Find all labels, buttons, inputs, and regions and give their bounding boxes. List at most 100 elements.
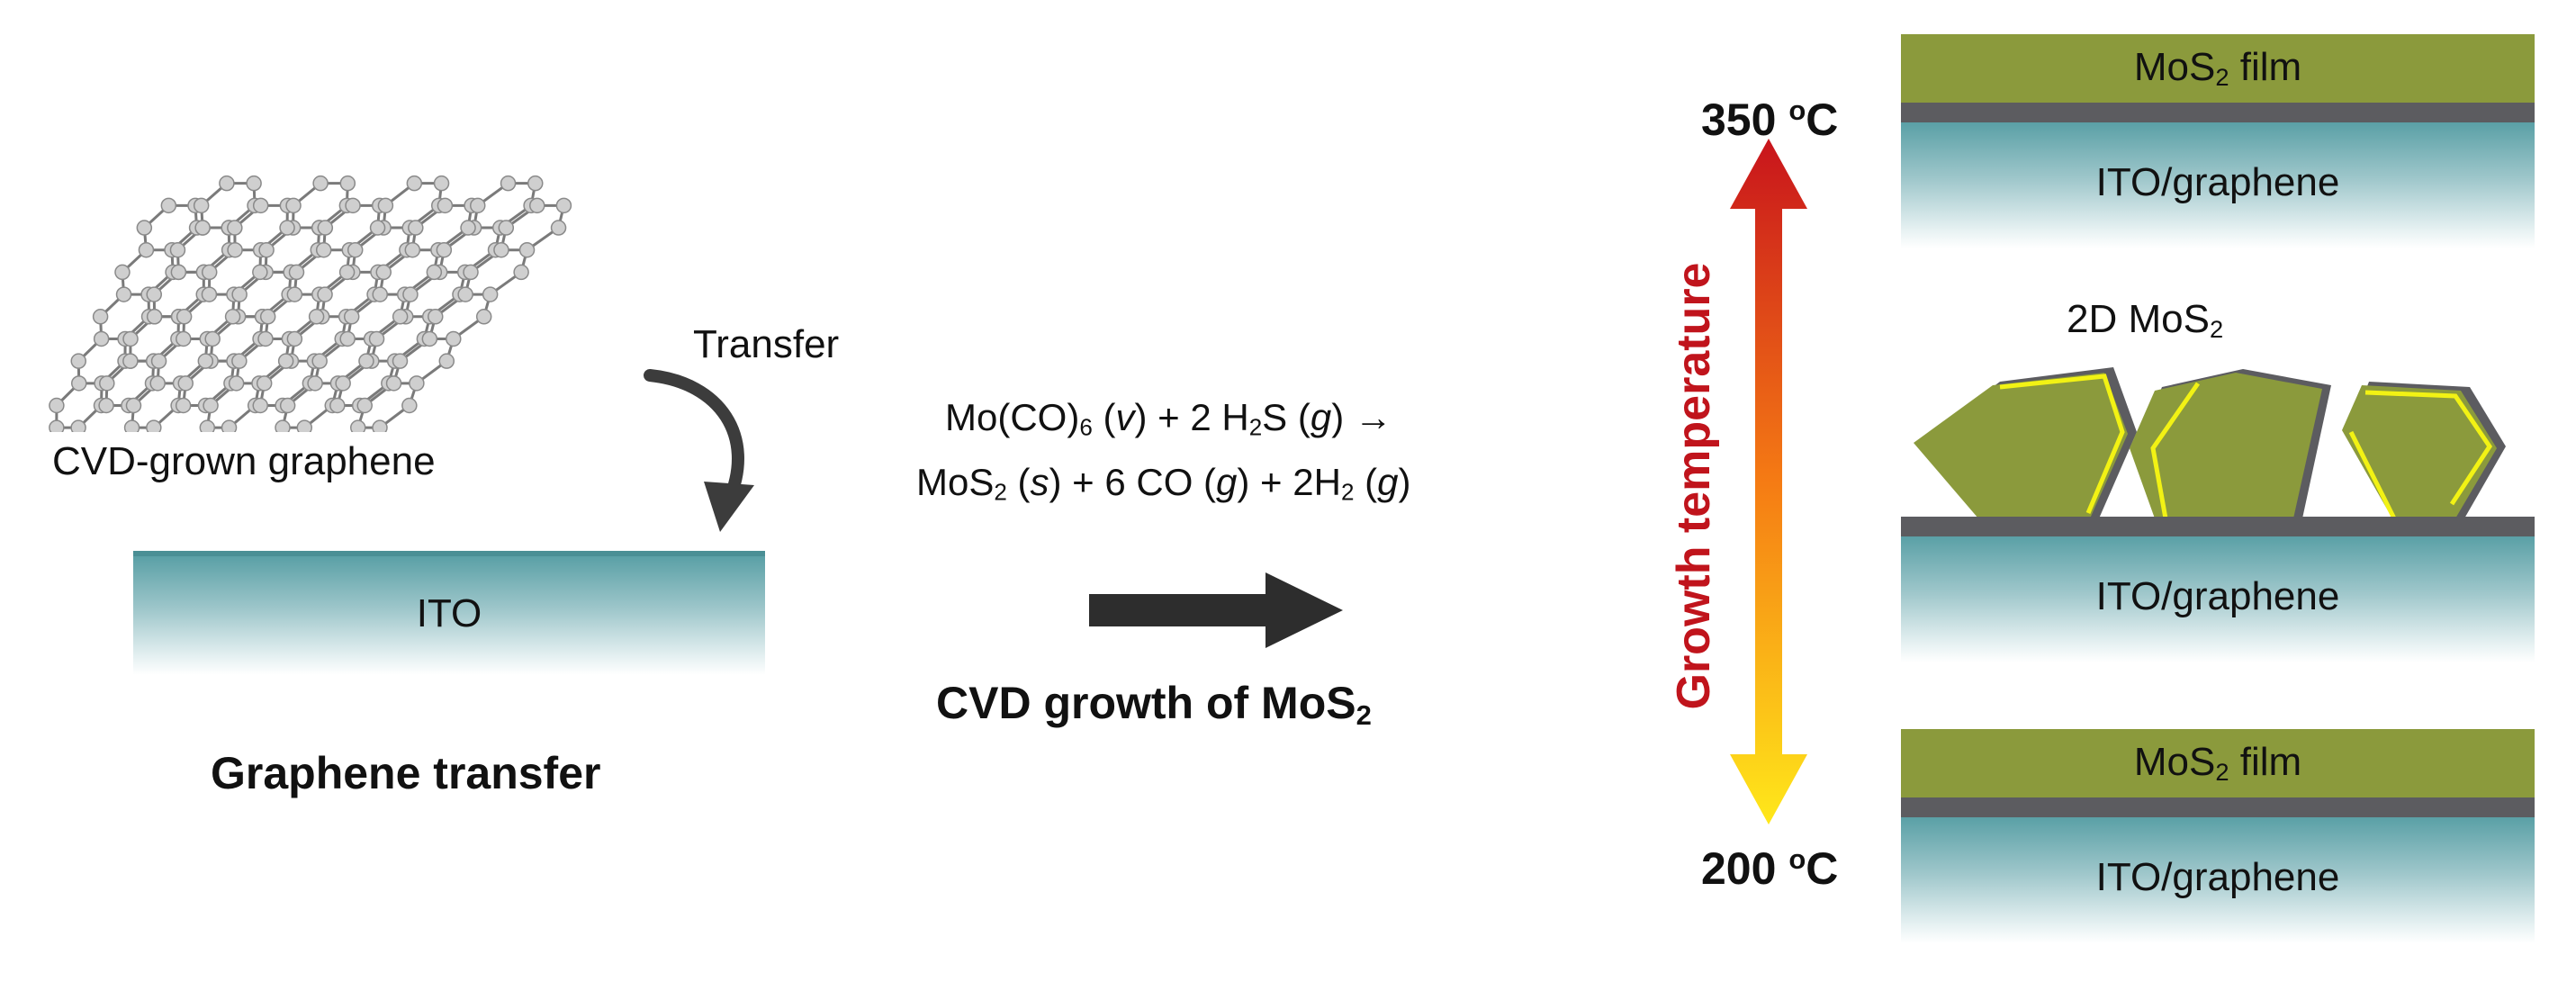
carbon-atom — [177, 375, 194, 392]
carbon-atom — [204, 330, 221, 347]
carbon-atom — [252, 264, 268, 281]
carbon-atom — [339, 175, 356, 192]
carbon-atom — [125, 397, 142, 414]
mos2-film-bottom-label: MoS2 film — [2133, 740, 2302, 786]
carbon-atom — [138, 241, 155, 258]
carbon-atom — [406, 175, 423, 192]
carbon-atom — [123, 419, 140, 432]
graphene-label: CVD-grown graphene — [52, 439, 436, 483]
carbon-atom — [356, 397, 373, 414]
carbon-atom — [257, 330, 274, 347]
carbon-atom — [438, 353, 455, 369]
temperature-low-label: 200 oC — [1701, 842, 1839, 894]
carbon-atom — [259, 309, 276, 325]
carbon-atom — [372, 419, 388, 432]
carbon-atom — [329, 397, 346, 414]
carbon-atom — [555, 197, 572, 214]
carbon-atom — [170, 264, 187, 281]
carbon-atom — [409, 375, 425, 392]
ito-label: ITO — [416, 591, 482, 635]
carbon-atom — [345, 197, 361, 214]
carbon-atom — [312, 175, 329, 192]
carbon-atom — [457, 286, 473, 302]
carbon-atom — [408, 220, 424, 236]
carbon-atom — [224, 309, 241, 325]
ito-graphene-label-bottom: ITO/graphene — [2095, 855, 2340, 899]
carbon-atom — [70, 353, 86, 369]
carbon-atom — [49, 419, 65, 432]
ito-graphene-label-top: ITO/graphene — [2095, 160, 2340, 204]
mos2-flakes — [1914, 367, 2506, 520]
ito-graphene-substrate-middle: ITO/graphene — [1901, 536, 2535, 662]
carbon-atom — [114, 264, 131, 281]
carbon-atom — [311, 353, 328, 369]
carbon-atom — [428, 309, 444, 325]
carbon-atom — [252, 397, 269, 414]
carbon-atom — [482, 286, 499, 302]
carbon-atom — [115, 286, 132, 302]
carbon-atom — [335, 375, 351, 392]
carbon-atom — [315, 241, 332, 258]
carbon-atom — [231, 353, 248, 369]
graphene-interlayer-middle — [1901, 517, 2535, 536]
carbon-atom — [527, 175, 544, 192]
carbon-atom — [256, 375, 273, 392]
carbon-atom — [463, 264, 479, 281]
ito-graphene-substrate-bottom: ITO/graphene — [1901, 817, 2535, 943]
carbon-atom — [498, 220, 515, 236]
temperature-high-label: 350 oC — [1701, 94, 1839, 145]
carbon-atom — [219, 175, 235, 192]
transfer-label: Transfer — [693, 322, 840, 366]
mos2-film-top-label: MoS2 film — [2133, 45, 2302, 91]
carbon-atom — [176, 309, 193, 325]
carbon-atom — [175, 397, 192, 414]
growth-temperature-label: Growth temperature — [1668, 262, 1720, 710]
carbon-atom — [275, 419, 291, 432]
process-arrow — [1089, 572, 1343, 648]
carbon-atom — [93, 330, 110, 347]
reaction-line-1: Mo(CO)6 (v) + 2 H2S (g) → — [945, 396, 1392, 441]
carbon-atom — [49, 397, 65, 414]
carbon-atom — [296, 419, 313, 432]
carbon-atom — [246, 175, 262, 192]
carbon-atom — [70, 419, 86, 432]
carbon-atom — [368, 330, 385, 347]
ito-graphene-label-middle: ITO/graphene — [2095, 574, 2340, 618]
carbon-atom — [317, 286, 333, 302]
transfer-curved-arrow — [644, 369, 754, 532]
carbon-atom — [146, 309, 163, 325]
carbon-atom — [358, 353, 374, 369]
carbon-atom — [279, 397, 296, 414]
carbon-atom — [377, 197, 394, 214]
carbon-atom — [286, 286, 303, 302]
cvd-growth-caption: CVD growth of MoS2 — [936, 678, 1372, 731]
carbon-atom — [369, 220, 386, 236]
carbon-atom — [122, 330, 139, 347]
carbon-atom — [518, 241, 536, 258]
graphene-transfer-caption: Graphene transfer — [211, 748, 601, 798]
carbon-atom — [258, 241, 275, 258]
carbon-atom — [339, 330, 356, 347]
mos2-film-top: MoS2 film — [1901, 34, 2535, 103]
carbon-atom — [426, 264, 443, 281]
carbon-atom — [285, 197, 302, 214]
graphene-lattice — [49, 175, 572, 432]
carbon-atom — [529, 197, 545, 214]
reaction-line-2: MoS2 (s) + 6 CO (g) + 2H2 (g) — [916, 461, 1411, 506]
mos2-film-bottom: MoS2 film — [1901, 729, 2535, 797]
carbon-atom — [70, 375, 87, 392]
carbon-atom — [392, 309, 409, 325]
carbon-atom — [194, 220, 211, 236]
carbon-atom — [193, 197, 210, 214]
carbon-atom — [392, 353, 409, 369]
carbon-atom — [338, 264, 356, 281]
carbon-atom — [122, 353, 139, 369]
carbon-atom — [146, 419, 162, 432]
carbon-atom — [475, 309, 492, 325]
carbon-atom — [228, 375, 245, 392]
carbon-atom — [404, 241, 421, 258]
carbon-atom — [221, 419, 238, 432]
carbon-atom — [92, 309, 109, 325]
carbon-atom — [436, 241, 453, 258]
carbon-atom — [349, 419, 366, 432]
